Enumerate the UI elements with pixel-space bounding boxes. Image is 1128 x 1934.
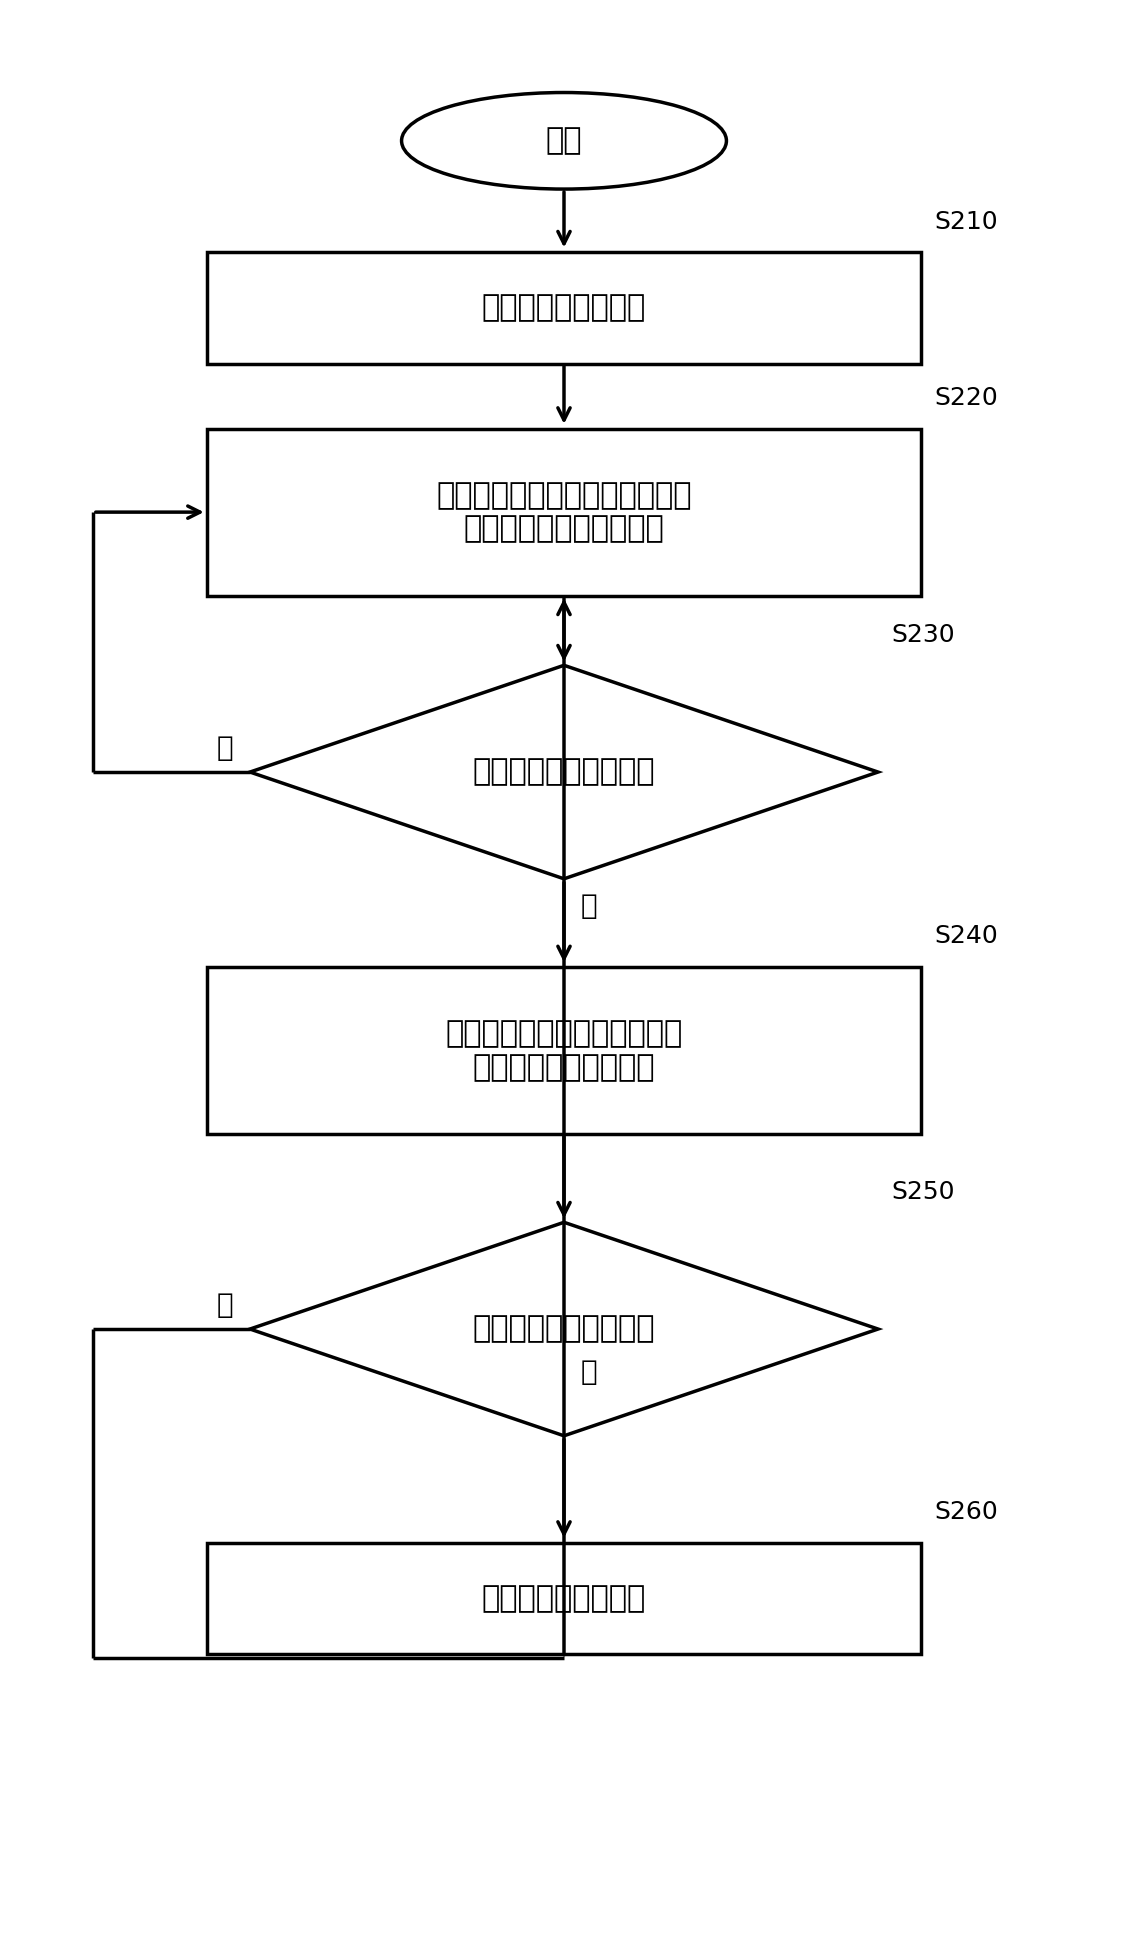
Text: S230: S230 [891,623,954,646]
Text: 否: 否 [217,1290,233,1319]
Text: 是: 是 [580,892,597,921]
Text: 分配实时周期性处理: 分配实时周期性处理 [482,294,646,323]
Bar [206,1543,922,1654]
Text: S210: S210 [934,209,998,234]
Polygon shape [250,665,878,878]
Text: 否: 否 [217,733,233,762]
Text: S220: S220 [934,387,998,410]
Text: 提供系统处理器能够执行实时
周期性处理的第一状态: 提供系统处理器能够执行实时 周期性处理的第一状态 [446,1019,682,1081]
Text: S260: S260 [934,1501,998,1524]
Text: 开始: 开始 [546,126,582,155]
Bar [206,429,922,596]
Text: 执行实时周期性处理: 执行实时周期性处理 [482,1584,646,1613]
Polygon shape [250,1222,878,1435]
Text: S250: S250 [891,1180,954,1203]
Text: S240: S240 [934,924,998,948]
Ellipse shape [402,93,726,190]
Text: 第二滴答信号被产生？: 第二滴答信号被产生？ [473,1315,655,1344]
Text: 是: 是 [580,1358,597,1387]
Text: 设置第一滴答信号和第二滴答信
号中的每一个的开始时刻: 设置第一滴答信号和第二滴答信 号中的每一个的开始时刻 [437,482,691,543]
Bar [206,251,922,364]
Text: 第一滴答信号被产生？: 第一滴答信号被产生？ [473,758,655,787]
Bar [206,967,922,1133]
